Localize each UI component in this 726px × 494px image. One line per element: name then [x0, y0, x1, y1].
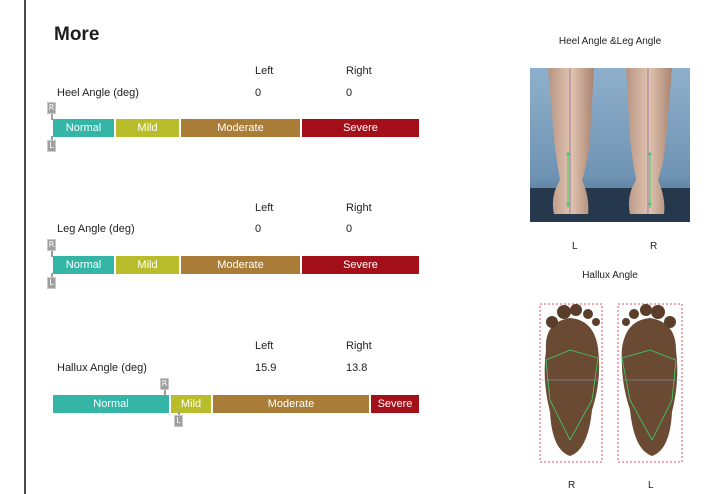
severity-severe: Severe: [302, 119, 419, 137]
left-marker-icon: L: [174, 415, 183, 427]
right-marker-stem: [51, 114, 53, 120]
heel-leg-photo: [530, 68, 690, 222]
column-header-left: Left: [255, 340, 274, 352]
hallux-angle-label: Hallux Angle (deg): [57, 362, 147, 374]
severity-mild: Mild: [171, 395, 211, 413]
hallux-angle-right-value: 13.8: [346, 362, 368, 374]
severity-moderate: Moderate: [181, 119, 300, 137]
right-marker-stem: [164, 390, 166, 396]
heel-angle-right-value: 0: [346, 87, 353, 99]
severity-mild: Mild: [116, 256, 179, 274]
severity-normal: Normal: [53, 256, 114, 274]
hallux-angle-left-value: 15.9: [255, 362, 277, 374]
foot-image-right-label: L: [648, 480, 654, 491]
left-marker-icon: L: [47, 140, 56, 152]
column-header-left: Left: [255, 65, 274, 77]
heel-image-right-label: R: [650, 241, 658, 252]
severity-moderate: Moderate: [181, 256, 300, 274]
heel-image-left-label: L: [572, 241, 578, 252]
right-marker-icon: R: [47, 239, 56, 251]
heel-angle-left-value: 0: [255, 87, 262, 99]
right-marker-stem: [51, 251, 53, 257]
severity-severe: Severe: [371, 395, 419, 413]
left-marker-icon: L: [47, 277, 56, 289]
left-marker-stem: [51, 273, 53, 277]
left-marker-stem: [51, 136, 53, 140]
severity-normal: Normal: [53, 119, 114, 137]
heel-leg-image-title: Heel Angle &Leg Angle: [558, 36, 662, 47]
heel-angle-label: Heel Angle (deg): [57, 87, 139, 99]
page-title: More: [54, 24, 100, 45]
rear-legs-image: [530, 68, 690, 222]
column-header-right: Right: [346, 202, 372, 214]
severity-moderate: Moderate: [213, 395, 369, 413]
left-marker-stem: [178, 412, 180, 416]
severity-severe: Severe: [302, 256, 419, 274]
leg-angle-right-value: 0: [346, 223, 353, 235]
leg-angle-label: Leg Angle (deg): [57, 223, 135, 235]
leg-angle-left-value: 0: [255, 223, 262, 235]
column-header-right: Right: [346, 340, 372, 352]
column-header-right: Right: [346, 65, 372, 77]
foot-soles-image: [539, 303, 683, 463]
severity-normal: Normal: [53, 395, 169, 413]
hallux-foot-photo: [536, 300, 686, 466]
left-border-rule: [24, 0, 26, 494]
right-marker-icon: R: [47, 102, 56, 114]
severity-mild: Mild: [116, 119, 179, 137]
right-marker-icon: R: [160, 378, 169, 390]
column-header-left: Left: [255, 202, 274, 214]
hallux-image-title: Hallux Angle: [582, 270, 638, 281]
foot-image-left-label: R: [568, 480, 576, 491]
